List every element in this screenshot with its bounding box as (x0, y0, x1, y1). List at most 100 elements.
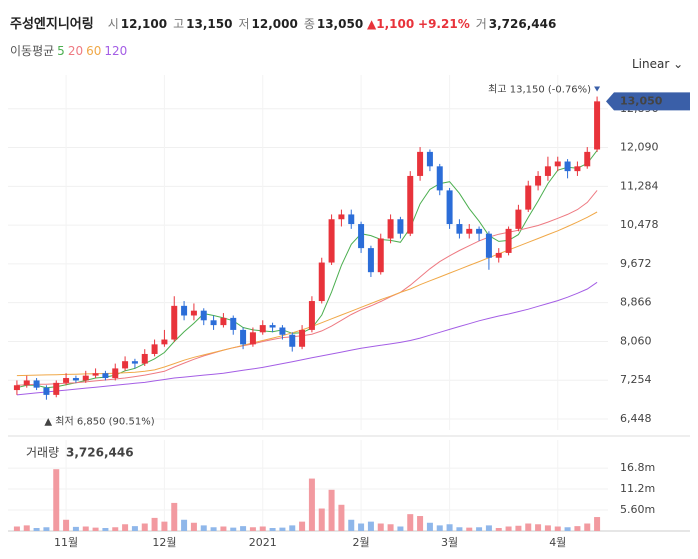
candle-body (43, 387, 50, 395)
high-annotation: 최고 13,150 (-0.76%) (488, 84, 591, 96)
value: 13,050 (316, 17, 364, 31)
legend-entry: 20 (67, 44, 84, 58)
candle-body (289, 334, 296, 347)
volume-total: 3,726,446 (66, 446, 134, 460)
scale-button[interactable]: Linear ⌄ (632, 57, 683, 71)
volume-bar (367, 521, 374, 531)
candle-body (161, 339, 168, 345)
candle-body (259, 325, 266, 333)
volume-bar (436, 525, 443, 531)
label: 종 (303, 17, 315, 31)
label: 저 (238, 17, 250, 31)
volume-bar (417, 516, 424, 531)
volume-bar (308, 478, 315, 531)
candle-body (63, 378, 70, 383)
volume-bar (259, 526, 266, 531)
candle-body (338, 214, 345, 220)
candle-body (279, 327, 286, 335)
candle-body (190, 310, 197, 316)
candle-body (446, 190, 453, 225)
volume-bar (112, 527, 119, 531)
volume-bar (161, 521, 168, 531)
y-tick-label: 12,090 (620, 141, 659, 154)
x-tick-label: 3월 (441, 536, 458, 549)
value: 1,100 (376, 17, 415, 31)
scale-label[interactable]: Linear (632, 57, 670, 71)
volume-bar (505, 526, 512, 531)
ma-line (16, 190, 598, 386)
candle-body (210, 320, 217, 326)
candle-body (102, 373, 109, 379)
candle-body (476, 228, 483, 234)
volume-bar (269, 528, 276, 531)
candle-body (171, 305, 178, 340)
candle-body (407, 175, 414, 234)
volume-bar (151, 517, 158, 531)
candle-body (92, 373, 99, 376)
volume-title: 거래량 (26, 446, 59, 460)
volume-bar (23, 525, 30, 531)
candle-body (564, 161, 571, 172)
low-annotation: ▲ 최저 6,850 (90.51%) (44, 416, 154, 428)
candle-body (328, 219, 335, 263)
volume-bar (328, 489, 335, 531)
candle-body (82, 375, 89, 381)
candle-body (505, 228, 512, 253)
candle-body (584, 151, 591, 167)
candle-body (318, 262, 325, 302)
volume-bar (338, 504, 345, 531)
candle-body (594, 101, 601, 150)
candle-body (72, 378, 79, 381)
candle-body (515, 209, 522, 229)
candle-body (230, 317, 237, 330)
volume-bar (43, 527, 50, 531)
candle-body (122, 361, 129, 369)
volume-bar (525, 523, 532, 531)
value: 13,150 (186, 17, 233, 31)
candle-body (131, 361, 138, 364)
volume-bar (190, 522, 197, 531)
v-tick-label: 16.8m (620, 461, 655, 474)
candle-body (151, 344, 158, 354)
candle-body (377, 238, 384, 273)
volume-bar (476, 527, 483, 531)
volume-bar (102, 528, 109, 531)
volume-bar (397, 526, 404, 531)
candle-body (495, 252, 502, 258)
volume-bar (466, 527, 473, 531)
volume-bar (318, 508, 325, 531)
volume-bar (535, 524, 542, 531)
candle-body (249, 332, 256, 345)
legend-entry: 60 (86, 44, 102, 58)
chevron[interactable]: ⌄ (673, 57, 684, 71)
volume-bar (53, 469, 60, 531)
volume-bar (564, 527, 571, 531)
header: 주성엔지니어링 시 12,100 고 13,150 저 12,000 종 13,050 ▲1,1… (10, 13, 556, 32)
candle-body (220, 317, 227, 326)
candle-body (387, 219, 394, 239)
label: 시 (107, 17, 119, 31)
volume-bar (279, 527, 286, 531)
candle-body (13, 385, 20, 391)
volume-bar (131, 526, 138, 531)
volume-bar (299, 521, 306, 531)
volume-bar (554, 526, 561, 531)
candle-body (348, 214, 355, 225)
candle-body (200, 310, 207, 321)
high-marker (594, 86, 601, 92)
volume-bar (515, 525, 522, 531)
y-tick-label: 11,284 (620, 179, 659, 192)
ma-legend: 이동평균 5 20 60 120 (10, 42, 130, 59)
value: 12,000 (251, 17, 298, 31)
volume-bar (72, 526, 79, 531)
candle-body (141, 353, 148, 364)
volume-bar (240, 526, 247, 531)
value: 3,726,446 (488, 17, 557, 31)
y-tick-label: 10,478 (620, 218, 659, 231)
volume-bar (181, 519, 188, 531)
volume-bar (426, 522, 433, 531)
candle-body (181, 305, 188, 316)
candle-body (574, 166, 581, 172)
candle-body (544, 166, 551, 176)
